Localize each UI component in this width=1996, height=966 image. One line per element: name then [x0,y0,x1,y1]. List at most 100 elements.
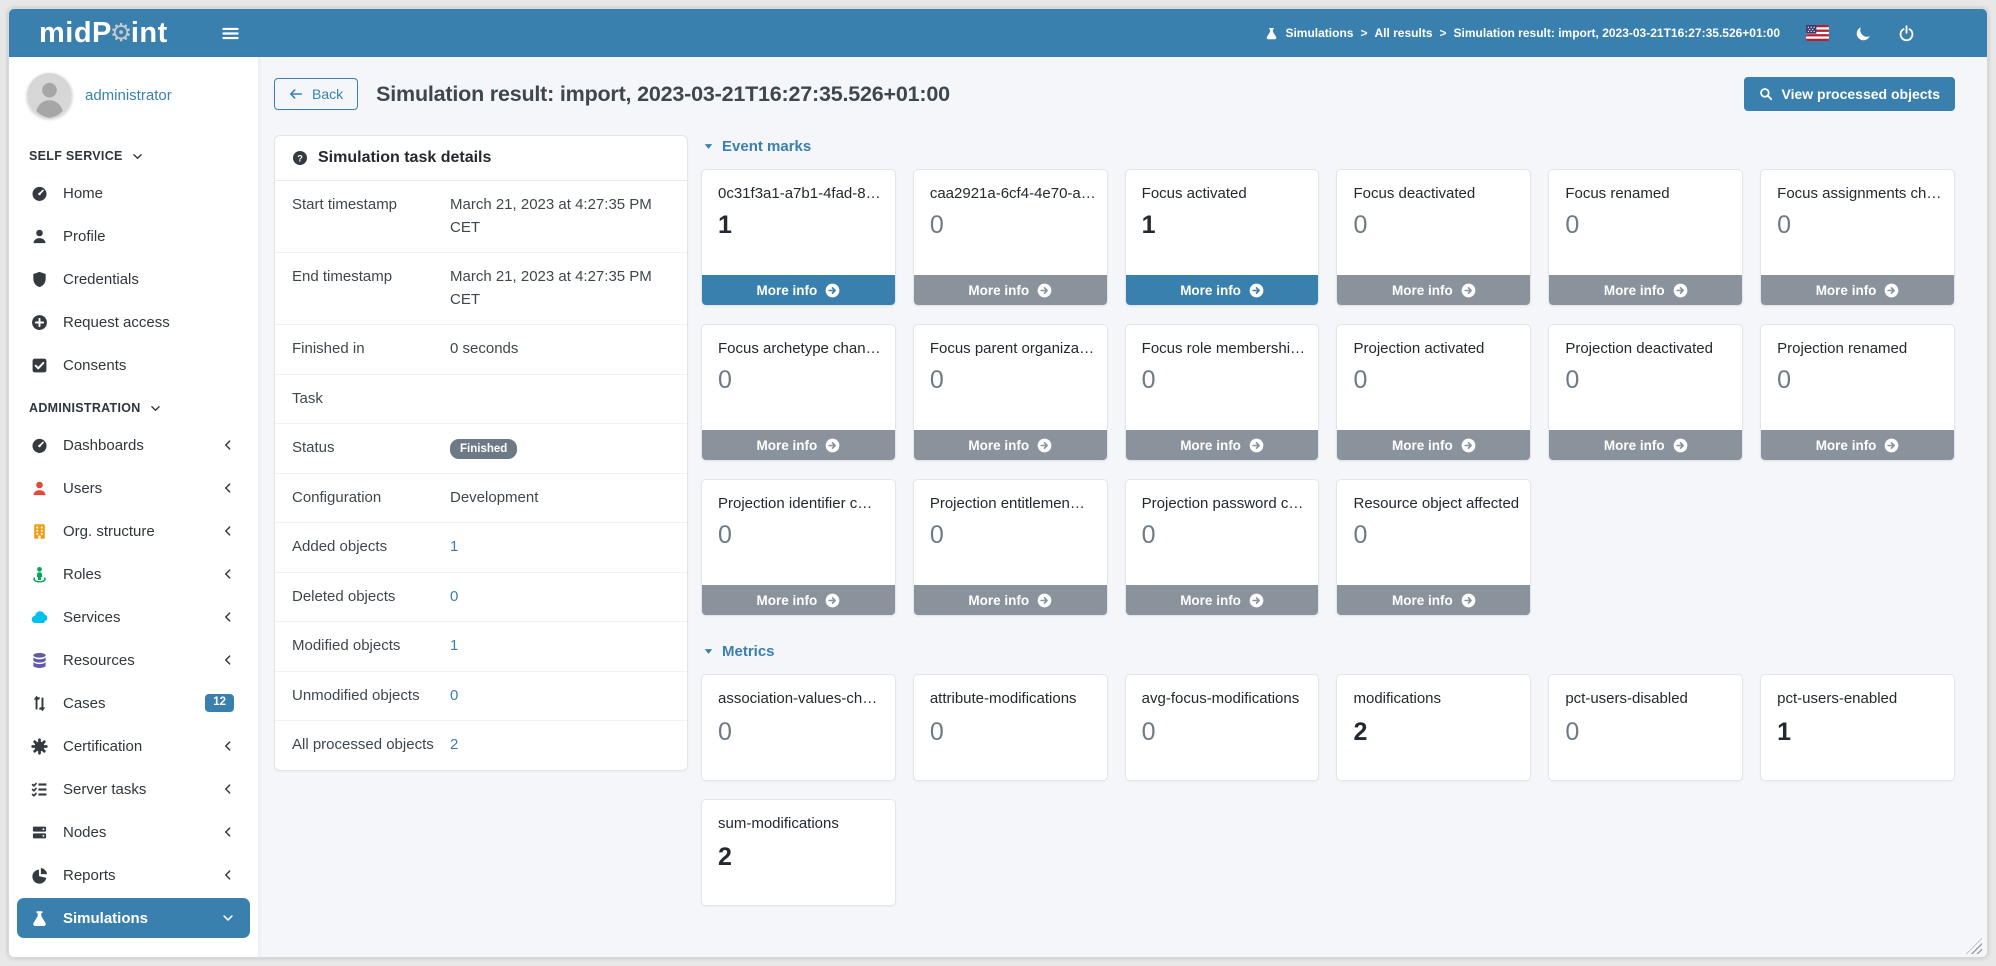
detail-row-status: Status Finished [275,424,687,474]
sidebar-item-certification[interactable]: Certification [17,726,250,766]
arrow-circle-right-icon [1249,283,1264,298]
more-info-label: More info [1603,437,1665,453]
more-info-button[interactable]: More info [1337,275,1531,305]
more-info-label: More info [968,282,1030,298]
arrow-circle-right-icon [1461,283,1476,298]
view-processed-objects-button[interactable]: View processed objects [1743,77,1955,111]
event-mark-title: Projection entitlemen… [929,495,1085,512]
breadcrumb-item-all-results[interactable]: > All results [1360,26,1432,40]
more-info-label: More info [756,437,818,453]
sidebar-item-org-structure[interactable]: Org. structure [17,511,250,551]
detail-value: Finished [450,439,518,460]
caret-down-icon [703,646,714,657]
more-info-button[interactable]: More info [702,275,895,305]
more-info-button[interactable]: More info [1125,585,1319,615]
sidebar-item-server-tasks[interactable]: Server tasks [17,769,250,809]
sidebar-item-dashboards[interactable]: Dashboards [17,425,250,465]
more-info-button[interactable]: More info [1761,430,1954,460]
chevron-down-icon [132,151,143,162]
chevron-icon [222,611,234,623]
sidebar-item-label: Certification [63,737,143,755]
window-resize-handle[interactable] [1966,938,1982,954]
event-mark-card-focus-parent-organiza: Focus parent organiza… 0 More info [912,324,1108,461]
sidebar-item-reports[interactable]: Reports [17,855,250,895]
more-info-button[interactable]: More info [1549,430,1743,460]
more-info-button[interactable]: More info [1549,275,1743,305]
detail-value[interactable]: 0 [450,686,459,704]
detail-row-configuration: Configuration Development [275,474,687,523]
breadcrumb-item-simulation-result-import-2023-03-21t16-27-35-526-01-00[interactable]: > Simulation result: import, 2023-03-21T… [1440,26,1781,40]
user-icon [31,480,57,497]
metrics-section-toggle[interactable]: Metrics [703,643,1955,660]
sidebar-item-label: Services [63,608,121,626]
event-mark-card-focus-role-membershi: Focus role membershi… 0 More info [1124,324,1320,461]
detail-label: Task [292,389,323,407]
event-marks-section-title: Event marks [722,138,812,155]
breadcrumb-label: Simulation result: import, 2023-03-21T16… [1453,26,1780,40]
more-info-button[interactable]: More info [702,585,895,615]
logout-button[interactable] [1898,25,1915,42]
language-flag-button[interactable] [1806,25,1829,41]
sidebar-toggle-button[interactable] [213,16,247,50]
username-link[interactable]: administrator [85,87,172,104]
more-info-button[interactable]: More info [1125,275,1319,305]
midpoint-logo[interactable]: midP⚙int [39,16,168,49]
metric-value: 2 [1353,718,1368,746]
more-info-button[interactable]: More info [1337,430,1531,460]
event-mark-value: 0 [718,521,732,549]
detail-row-unmodified-objects: Unmodified objects 0 [275,672,687,721]
sidebar-item-label: Dashboards [63,436,144,454]
sidebar-item-credentials[interactable]: Credentials [17,259,250,299]
sidebar-item-consents[interactable]: Consents [17,345,250,385]
detail-value[interactable]: 2 [450,736,459,753]
sidebar-item-users[interactable]: Users [17,468,250,508]
metric-card-pct-users-enabled: pct-users-enabled 1 [1760,674,1955,781]
sidebar-section-self-service[interactable]: SELF SERVICE [9,136,258,170]
sidebar-item-cases[interactable]: Cases 12 [17,683,250,723]
more-info-button[interactable]: More info [1761,275,1954,305]
more-info-button[interactable]: More info [1125,430,1319,460]
sidebar-item-simulations[interactable]: Simulations [17,898,250,938]
event-mark-title: Focus archetype chan… [718,340,881,357]
detail-label: Finished in [292,340,365,357]
chevron-icon [222,869,234,881]
event-mark-card-caa2921a-6cf4-4e70-a: caa2921a-6cf4-4e70-a… 0 More info [912,169,1108,306]
detail-row-modified-objects: Modified objects 1 [275,622,687,672]
event-mark-value: 0 [929,366,944,394]
dark-mode-button[interactable] [1855,25,1872,42]
event-mark-title: Focus role membershi… [1141,340,1306,357]
sidebar-item-nodes[interactable]: Nodes [17,812,250,852]
sidebar-item-request-access[interactable]: Request access [17,302,250,342]
sidebar-item-resources[interactable]: Resources [17,640,250,680]
chevron-icon [222,568,234,580]
sidebar-item-roles[interactable]: Roles [17,554,250,594]
more-info-button[interactable]: More info [702,430,895,460]
more-info-button[interactable]: More info [913,585,1107,615]
sidebar-item-profile[interactable]: Profile [17,216,250,256]
chevron-icon [222,740,234,752]
us-flag-icon [1806,25,1829,41]
detail-label: Configuration [292,488,382,506]
event-mark-value: 0 [1353,366,1368,394]
breadcrumb-item-simulations[interactable]: > Simulations [1285,26,1353,40]
more-info-button[interactable]: More info [913,430,1107,460]
detail-value[interactable]: 0 [450,587,459,605]
sidebar-item-label: Home [63,184,104,202]
detail-value[interactable]: 1 [450,538,459,555]
back-button[interactable]: Back [274,78,359,110]
event-mark-value: 1 [1141,211,1156,239]
shield-icon [31,271,57,288]
event-mark-value: 0 [929,211,944,239]
event-mark-title: Focus parent organiza… [929,340,1095,357]
sidebar-item-home[interactable]: Home [17,173,250,213]
metric-card-avg-focus-modifications: avg-focus-modifications 0 [1124,674,1320,781]
sidebar-section-administration[interactable]: ADMINISTRATION [9,388,258,422]
detail-value[interactable]: 1 [450,637,459,654]
event-marks-section-toggle[interactable]: Event marks [703,138,1955,155]
detail-row-start-timestamp: Start timestamp March 21, 2023 at 4:27:3… [275,181,687,253]
more-info-button[interactable]: More info [1337,585,1531,615]
arrow-circle-right-icon [825,438,840,453]
sidebar-item-services[interactable]: Services [17,597,250,637]
more-info-button[interactable]: More info [913,275,1107,305]
event-mark-value: 0 [1353,521,1368,549]
